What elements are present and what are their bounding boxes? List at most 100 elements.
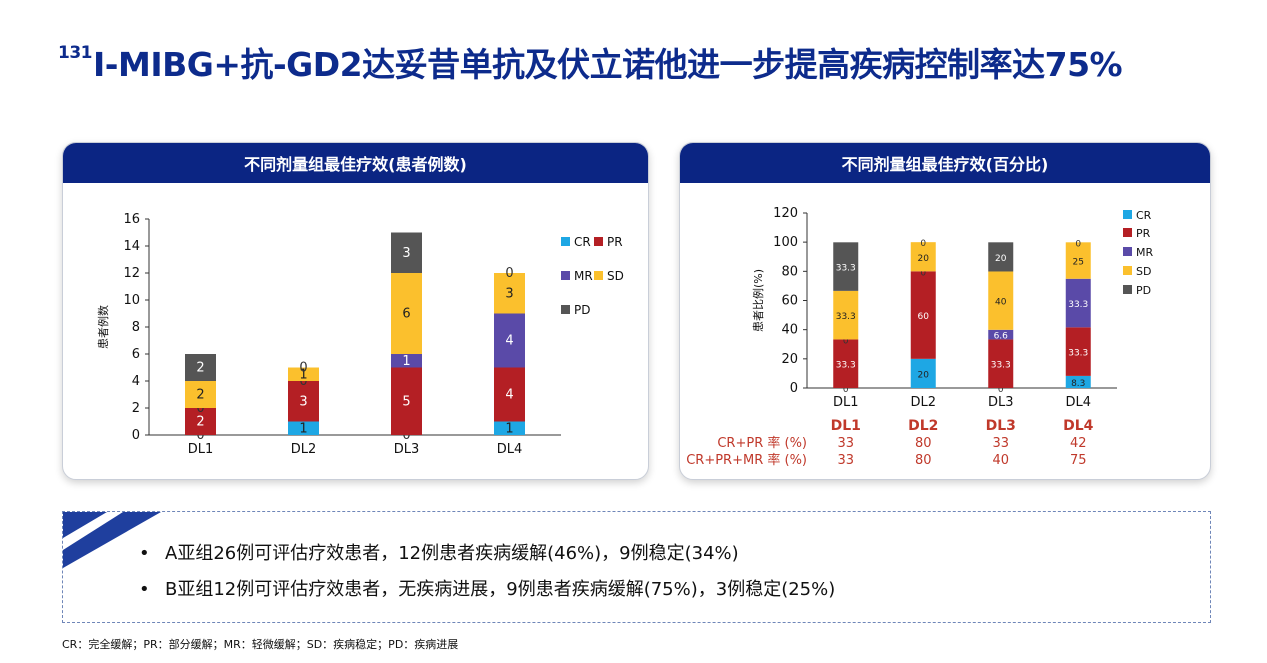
legend-swatch-pd (561, 305, 570, 314)
rate-table-value: 42 (1070, 436, 1087, 451)
rate-table-header-dl2: DL2 (908, 418, 938, 434)
data-label-sd-dl3: 6 (402, 307, 410, 322)
data-label-mr-dl1: 0 (843, 336, 849, 346)
y-tick-label: 0 (132, 428, 140, 443)
y-tick-label: 2 (132, 401, 140, 416)
data-label-pr-dl3: 33.3 (991, 361, 1011, 371)
data-label-mr-dl2: 0 (299, 374, 307, 389)
x-tick-label-dl3: DL3 (988, 395, 1014, 410)
bar-mr-dl4 (1065, 278, 1091, 328)
bar-sd-dl3 (988, 271, 1014, 330)
bar-mr-dl3 (988, 329, 1014, 340)
data-label-mr-dl3: 1 (402, 354, 410, 369)
bar-pr-dl2 (910, 271, 936, 359)
data-label-pd-dl4: 0 (505, 266, 513, 281)
y-tick-label: 100 (773, 235, 798, 250)
y-tick-label: 10 (123, 293, 140, 308)
rate-table-value: 40 (992, 453, 1009, 468)
legend-swatch-sd (1123, 266, 1132, 275)
y-tick-label: 12 (123, 266, 140, 281)
summary-item-b: • B亚组12例可评估疗效患者，无疾病进展，9例患者疾病缓解(75%)，3例稳定(… (139, 572, 835, 608)
x-tick-label-dl2: DL2 (910, 395, 936, 410)
bar-pd-dl1 (833, 242, 859, 291)
legend-swatch-cr (561, 237, 570, 246)
bar-mr-dl3 (391, 354, 422, 368)
data-label-cr-dl4: 1 (505, 421, 513, 436)
rate-table-value: 75 (1070, 453, 1087, 468)
page-title: 131I-MIBG+抗-GD2达妥昔单抗及伏立诺他进一步提高疾病控制率达75% (58, 38, 1123, 86)
summary-text: A亚组26例可评估疗效患者，12例患者疾病缓解(46%)，9例稳定(34%) (165, 543, 739, 564)
bar-pd-dl3 (988, 242, 1014, 272)
y-tick-label: 80 (781, 264, 798, 279)
y-tick-label: 8 (132, 320, 140, 335)
y-tick-label: 0 (790, 381, 798, 396)
data-label-sd-dl3: 40 (995, 298, 1007, 308)
bar-pr-dl1 (185, 408, 216, 435)
bar-sd-dl1 (185, 381, 216, 408)
bar-sd-dl4 (1065, 242, 1091, 279)
count-chart-panel: 不同剂量组最佳疗效(患者例数) 0 2 4 6 8 10 12 14 16 患者例数 0 2 0 2 2 DL… (62, 142, 649, 480)
bar-pr-dl2 (288, 381, 319, 422)
legend-label-cr: CR (574, 235, 591, 249)
x-tick-label-dl3: DL3 (394, 442, 420, 457)
data-label-pd-dl1: 33.3 (836, 264, 856, 274)
bar-mr-dl4 (494, 313, 525, 368)
y-tick-label: 40 (781, 323, 798, 338)
y-axis-label: 患者例数 (96, 305, 110, 349)
x-tick-label-dl2: DL2 (291, 442, 317, 457)
bar-cr-dl4 (494, 421, 525, 435)
x-tick-label-dl4: DL4 (497, 442, 523, 457)
rate-table-row-label: CR+PR 率 (%) (717, 435, 807, 451)
data-label-mr-dl4: 4 (505, 334, 513, 349)
data-label-pd-dl3: 3 (402, 246, 410, 261)
x-tick-label-dl4: DL4 (1065, 395, 1091, 410)
x-tick-label-dl1: DL1 (833, 395, 859, 410)
title-text: I-MIBG+抗-GD2达妥昔单抗及伏立诺他进一步提高疾病控制率达75% (93, 45, 1123, 84)
corner-decoration (63, 512, 161, 568)
data-label-pd-dl2: 0 (299, 361, 307, 376)
rate-table-header-dl1: DL1 (831, 418, 861, 434)
y-tick-label: 14 (123, 239, 140, 254)
bar-pd-dl1 (185, 354, 216, 381)
legend-label-pd: PD (1136, 284, 1151, 297)
rate-table-row-label: CR+PR+MR 率 (%) (686, 452, 807, 468)
legend-label-cr: CR (1136, 209, 1152, 222)
data-label-pr-dl4: 4 (505, 388, 513, 403)
bar-pr-dl3 (988, 339, 1014, 388)
bar-sd-dl4 (494, 273, 525, 314)
data-label-mr-dl4: 33.3 (1068, 300, 1088, 310)
data-label-pr-dl4: 33.3 (1068, 349, 1088, 359)
legend-label-mr: MR (574, 269, 593, 283)
bar-sd-dl2 (288, 367, 319, 381)
data-label-mr-dl3: 6.6 (994, 332, 1009, 342)
legend-label-sd: SD (1136, 265, 1151, 278)
percent-chart-panel: 不同剂量组最佳疗效(百分比) 0 20 40 60 80 100 120 患者比例(%) 0 33… (679, 142, 1211, 480)
data-label-sd-dl1: 2 (196, 388, 204, 403)
data-label-pr-dl1: 2 (196, 415, 204, 430)
bar-pr-dl3 (391, 367, 422, 435)
data-label-cr-dl3: 0 (998, 385, 1004, 395)
bar-pr-dl1 (833, 339, 859, 388)
legend-swatch-sd (594, 271, 603, 280)
bar-pr-dl4 (1065, 327, 1091, 376)
bar-sd-dl2 (910, 242, 936, 272)
y-tick-label: 16 (123, 212, 140, 227)
data-label-sd-dl1: 33.3 (836, 312, 856, 322)
data-label-sd-dl4: 25 (1073, 258, 1084, 268)
y-tick-label: 120 (773, 206, 798, 221)
summary-list: • A亚组26例可评估疗效患者，12例患者疾病缓解(46%)，9例稳定(34%) … (139, 536, 835, 608)
abbreviation-footnote: CR：完全缓解；PR：部分缓解；MR：轻微缓解；SD：疾病稳定；PD：疾病进展 (62, 638, 459, 651)
bar-pr-dl4 (494, 367, 525, 422)
data-label-pd-dl2: 0 (920, 239, 926, 249)
percent-chart-title: 不同剂量组最佳疗效(百分比) (680, 143, 1210, 183)
rate-table-value: 33 (837, 453, 854, 468)
rate-table-value: 33 (992, 436, 1009, 451)
data-label-pr-dl2: 60 (918, 312, 930, 322)
data-label-mr-dl2: 0 (920, 268, 926, 278)
rate-table-value: 80 (915, 436, 932, 451)
data-label-cr-dl4: 8.3 (1071, 379, 1085, 389)
bar-cr-dl4 (1065, 375, 1091, 388)
legend-swatch-pr (594, 237, 603, 246)
data-label-sd-dl2: 1 (299, 367, 307, 382)
data-label-cr-dl1: 0 (196, 428, 204, 443)
